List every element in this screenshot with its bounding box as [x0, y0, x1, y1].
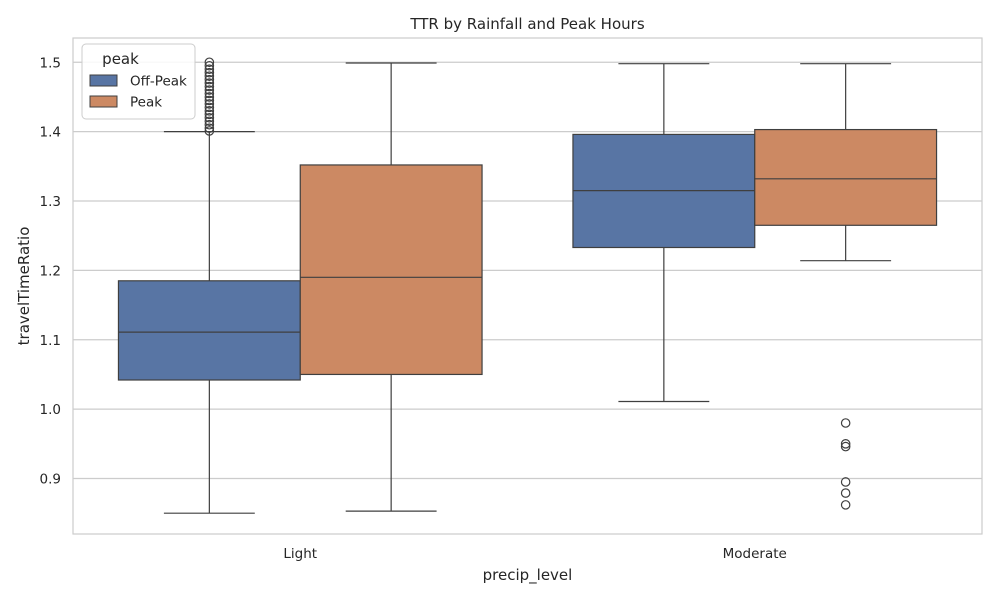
outlier-point: [204, 57, 215, 68]
outlier-point: [204, 109, 215, 120]
outlier-point: [204, 126, 215, 136]
box-peak-light: [299, 62, 483, 512]
y-tick-label: 1.3: [40, 194, 61, 210]
legend: peak Off-Peak Peak: [81, 43, 196, 120]
outlier-point: [204, 88, 215, 99]
y-tick-label: 1.0: [40, 402, 61, 418]
outlier-point: [204, 81, 215, 92]
outlier-point: [204, 85, 215, 95]
outlier-point: [840, 439, 851, 449]
outlier-point: [204, 74, 215, 85]
y-tick-labels: 0.9 1.0 1.1 1.2 1.3 1.4 1.5: [40, 55, 61, 487]
x-axis-label: precip_level: [483, 566, 573, 585]
outlier-point: [204, 116, 215, 127]
outlier-point: [840, 418, 851, 428]
legend-label: Peak: [130, 95, 162, 111]
x-tick-labels: Light Moderate: [283, 546, 786, 562]
outlier-point: [204, 64, 215, 75]
y-tick-label: 1.4: [40, 125, 61, 141]
outlier-point: [204, 102, 215, 113]
outlier-point: [840, 441, 851, 452]
outlier-point: [840, 500, 851, 510]
outlier-point: [204, 92, 215, 102]
legend-swatch: [89, 74, 118, 87]
outlier-point: [204, 106, 215, 116]
outlier-point: [204, 78, 215, 88]
x-tick-label: Light: [283, 546, 317, 562]
outlier-point: [204, 71, 215, 81]
y-tick-label: 1.2: [40, 263, 61, 279]
outlier-point: [840, 488, 851, 498]
outlier-point: [204, 95, 215, 106]
y-axis-label: travelTimeRatio: [15, 227, 33, 346]
outlier-point: [204, 123, 215, 133]
chart-title: TTR by Rainfall and Peak Hours: [409, 15, 644, 33]
y-tick-label: 1.5: [40, 55, 61, 71]
outlier-point: [204, 119, 215, 130]
outlier-point: [840, 477, 851, 487]
box-off-peak-moderate: [572, 63, 756, 403]
legend-title: peak: [102, 50, 139, 68]
box-off-peak-light: [117, 57, 301, 514]
legend-label: Off-Peak: [130, 74, 187, 90]
outlier-point: [204, 60, 215, 71]
box-peak-moderate: [754, 63, 938, 510]
y-tick-label: 0.9: [40, 472, 61, 488]
iqr-box: [117, 280, 301, 381]
iqr-box: [299, 164, 483, 376]
outlier-point: [204, 99, 215, 109]
y-tick-label: 1.1: [40, 333, 61, 349]
x-tick-label: Moderate: [723, 546, 787, 562]
outlier-point: [204, 112, 215, 123]
legend-swatch: [89, 95, 118, 108]
box-plots: [117, 57, 938, 514]
outlier-point: [204, 67, 215, 78]
axes-frame: [72, 37, 983, 535]
iqr-box: [754, 128, 938, 226]
